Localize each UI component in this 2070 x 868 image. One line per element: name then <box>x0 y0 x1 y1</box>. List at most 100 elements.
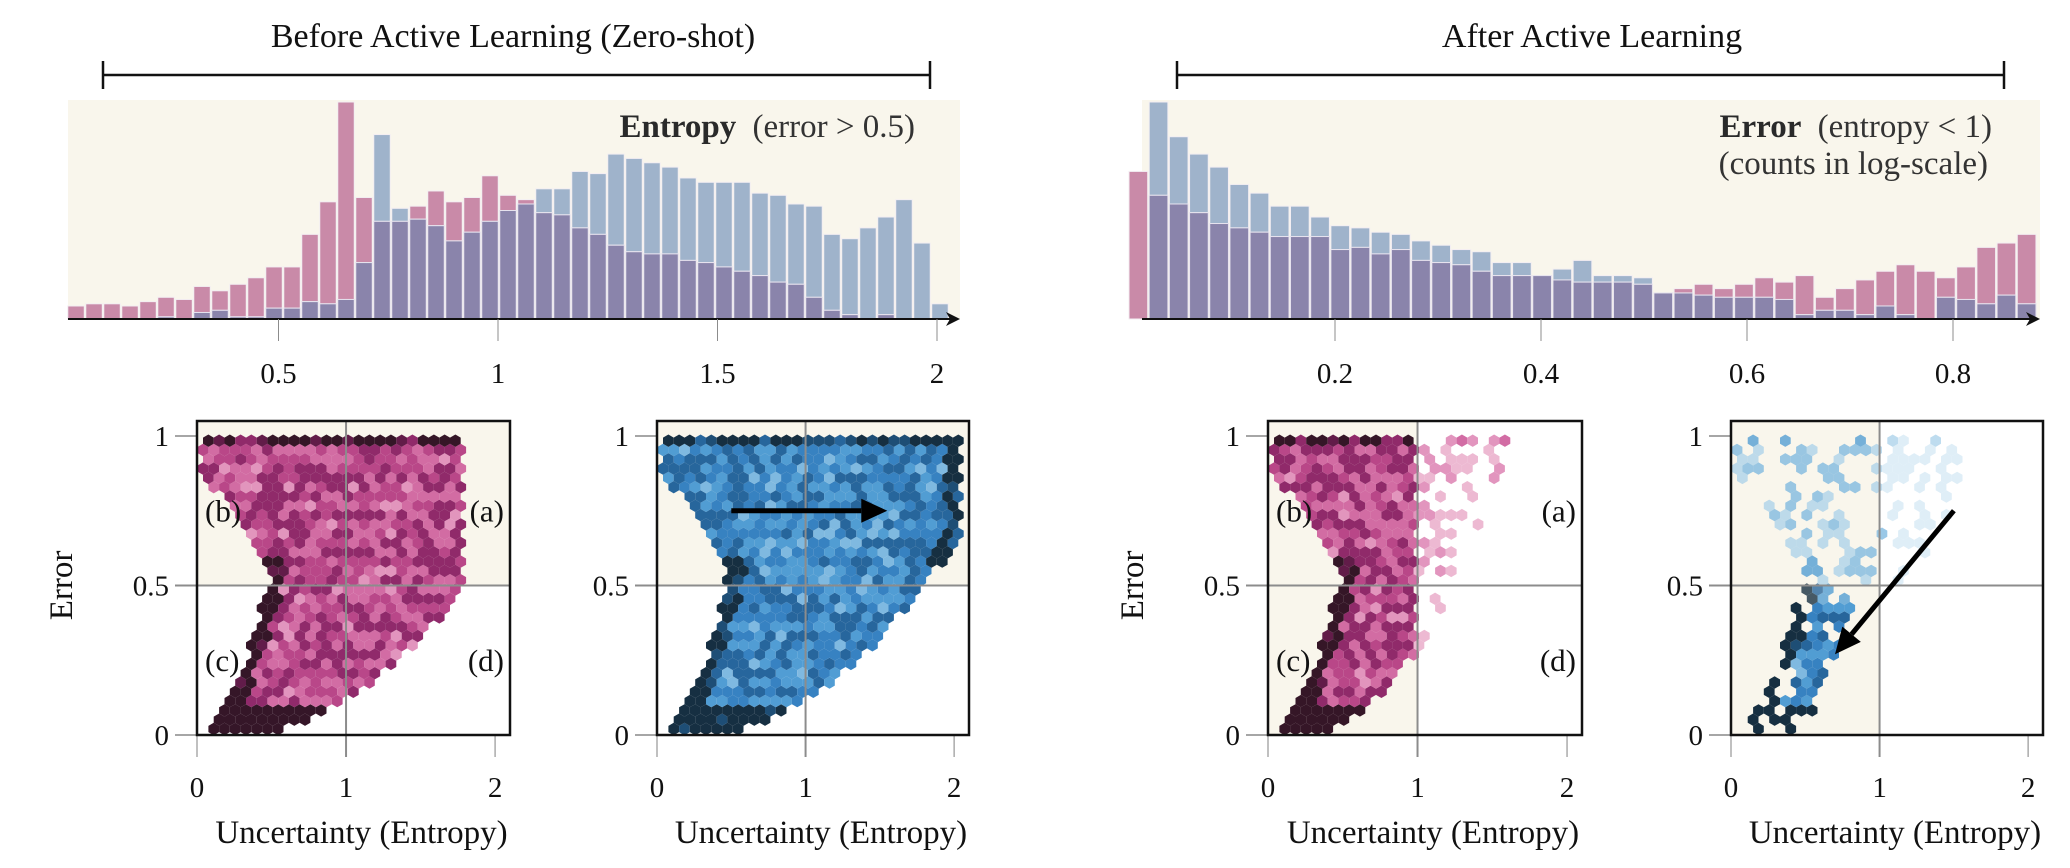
bar-overlap <box>1875 305 1896 320</box>
hexbin-cell <box>1365 592 1376 605</box>
hexbin-cell <box>364 639 375 652</box>
hexbin-cell <box>1370 564 1382 578</box>
x-tick-label: 0.2 <box>1317 358 1353 390</box>
hexbin-cell <box>321 601 332 615</box>
hexbin-cell <box>668 462 680 475</box>
hexbin-cell <box>358 481 370 494</box>
bar-after <box>841 238 859 316</box>
x-axis-label: Uncertainty (Entropy) <box>1749 815 2041 851</box>
hexbin-cell <box>818 667 830 680</box>
hexbin-cell <box>439 508 450 522</box>
hexbin-cell <box>412 555 424 568</box>
hexbin-cell <box>380 518 391 531</box>
hexbin-cell <box>423 481 434 494</box>
hexbin-cell <box>899 453 910 466</box>
hexbin-cell <box>1461 462 1473 475</box>
hexbin-cell <box>417 453 429 466</box>
hexbin-cell <box>791 546 803 559</box>
hexbin-cell <box>824 453 835 466</box>
hexbin-cell <box>1790 490 1802 503</box>
hexbin-cell <box>423 555 434 568</box>
hexbin-cell <box>722 555 733 568</box>
hexbin-cell <box>1338 676 1350 689</box>
hexbin-cell <box>369 555 381 568</box>
hexbin-cell <box>390 592 402 605</box>
hexbin-cell <box>1392 620 1403 633</box>
hexbin-cell <box>711 704 723 717</box>
hexbin-cell <box>240 462 252 475</box>
bar-overlap <box>1370 253 1391 320</box>
hexbin-cell <box>877 620 889 633</box>
hexbin-cell <box>444 592 456 605</box>
hexbin-cell <box>1300 481 1312 494</box>
hexbin-cell <box>1914 518 1925 531</box>
hexbin-cell <box>883 518 894 531</box>
hexbin-cell <box>288 564 300 578</box>
hexbin-cell <box>1349 676 1360 689</box>
bar-overlap <box>1713 296 1734 320</box>
hexbin-cell <box>299 657 311 671</box>
hexbin-cell <box>358 592 370 605</box>
hexbin-cell <box>1386 499 1398 512</box>
hexbin-cell <box>1365 574 1376 587</box>
hexbin-cell <box>1780 713 1791 726</box>
bar-overlap <box>1269 236 1290 320</box>
hexbin-cell <box>1392 453 1403 466</box>
hexbin-cell <box>1279 462 1291 475</box>
hexbin-cell <box>396 453 407 466</box>
hexbin-cell <box>305 518 316 531</box>
hexbin-cell <box>267 639 279 652</box>
hexbin-cell <box>331 546 343 559</box>
hexbin-cell <box>1806 555 1818 568</box>
hexbin-cell <box>867 453 878 466</box>
y-axis-label: Error <box>44 551 80 621</box>
hexbin-cell <box>1381 508 1393 522</box>
hexbin-cell <box>390 481 402 494</box>
hexbin-cell <box>732 611 744 624</box>
hexbin-cell <box>450 508 461 522</box>
hexbin-cell <box>1327 453 1339 466</box>
bar-after <box>679 177 697 261</box>
hexbin-cell <box>1386 574 1398 587</box>
hexbin-cell <box>219 722 230 736</box>
hexbin-cell <box>283 555 295 568</box>
hexbin-cell <box>294 555 305 568</box>
hexbin-cell <box>433 611 445 624</box>
bar-after <box>571 170 589 229</box>
hexbin-cell <box>770 676 782 689</box>
hexbin-cell <box>288 713 300 726</box>
bar-after <box>913 242 931 320</box>
hexbin-cell <box>1376 481 1387 494</box>
hexbin-cell <box>256 453 268 466</box>
hexbin-cell <box>657 443 669 457</box>
hexbin-cell <box>358 611 370 624</box>
hexbin-cell <box>775 704 787 717</box>
hexbin-cell <box>272 443 284 457</box>
bar-zero-shot <box>355 196 373 264</box>
hexbin-cell <box>850 462 862 475</box>
hexbin-cell <box>326 518 338 531</box>
hexbin-cell <box>326 667 338 680</box>
hexbin-cell <box>364 657 375 671</box>
hexbin-cell <box>412 592 424 605</box>
bar-overlap <box>823 309 841 320</box>
hexbin-cell <box>1376 555 1387 568</box>
hexbin-cell <box>1306 471 1317 485</box>
bar-after <box>1451 249 1472 266</box>
hexbin-cell <box>824 564 835 578</box>
hexbin-cell <box>1833 508 1845 522</box>
hexbin-cell <box>1365 481 1376 494</box>
hexbin-cell <box>1333 704 1344 717</box>
hexbin-cell <box>1386 555 1398 568</box>
hexbin-cell <box>1327 657 1339 671</box>
hexbin-cell <box>294 629 305 643</box>
hexbin-cell <box>1806 629 1818 643</box>
hexbin-cell <box>1349 657 1360 671</box>
hexbin-cell <box>1817 574 1829 587</box>
hexbin-cell <box>1429 536 1441 550</box>
hexbin-cell <box>1822 471 1834 485</box>
hexbin-cell <box>428 564 440 578</box>
hexbin-cell <box>315 574 327 587</box>
hexbin-cell <box>401 555 413 568</box>
hexbin-cell <box>358 518 370 531</box>
